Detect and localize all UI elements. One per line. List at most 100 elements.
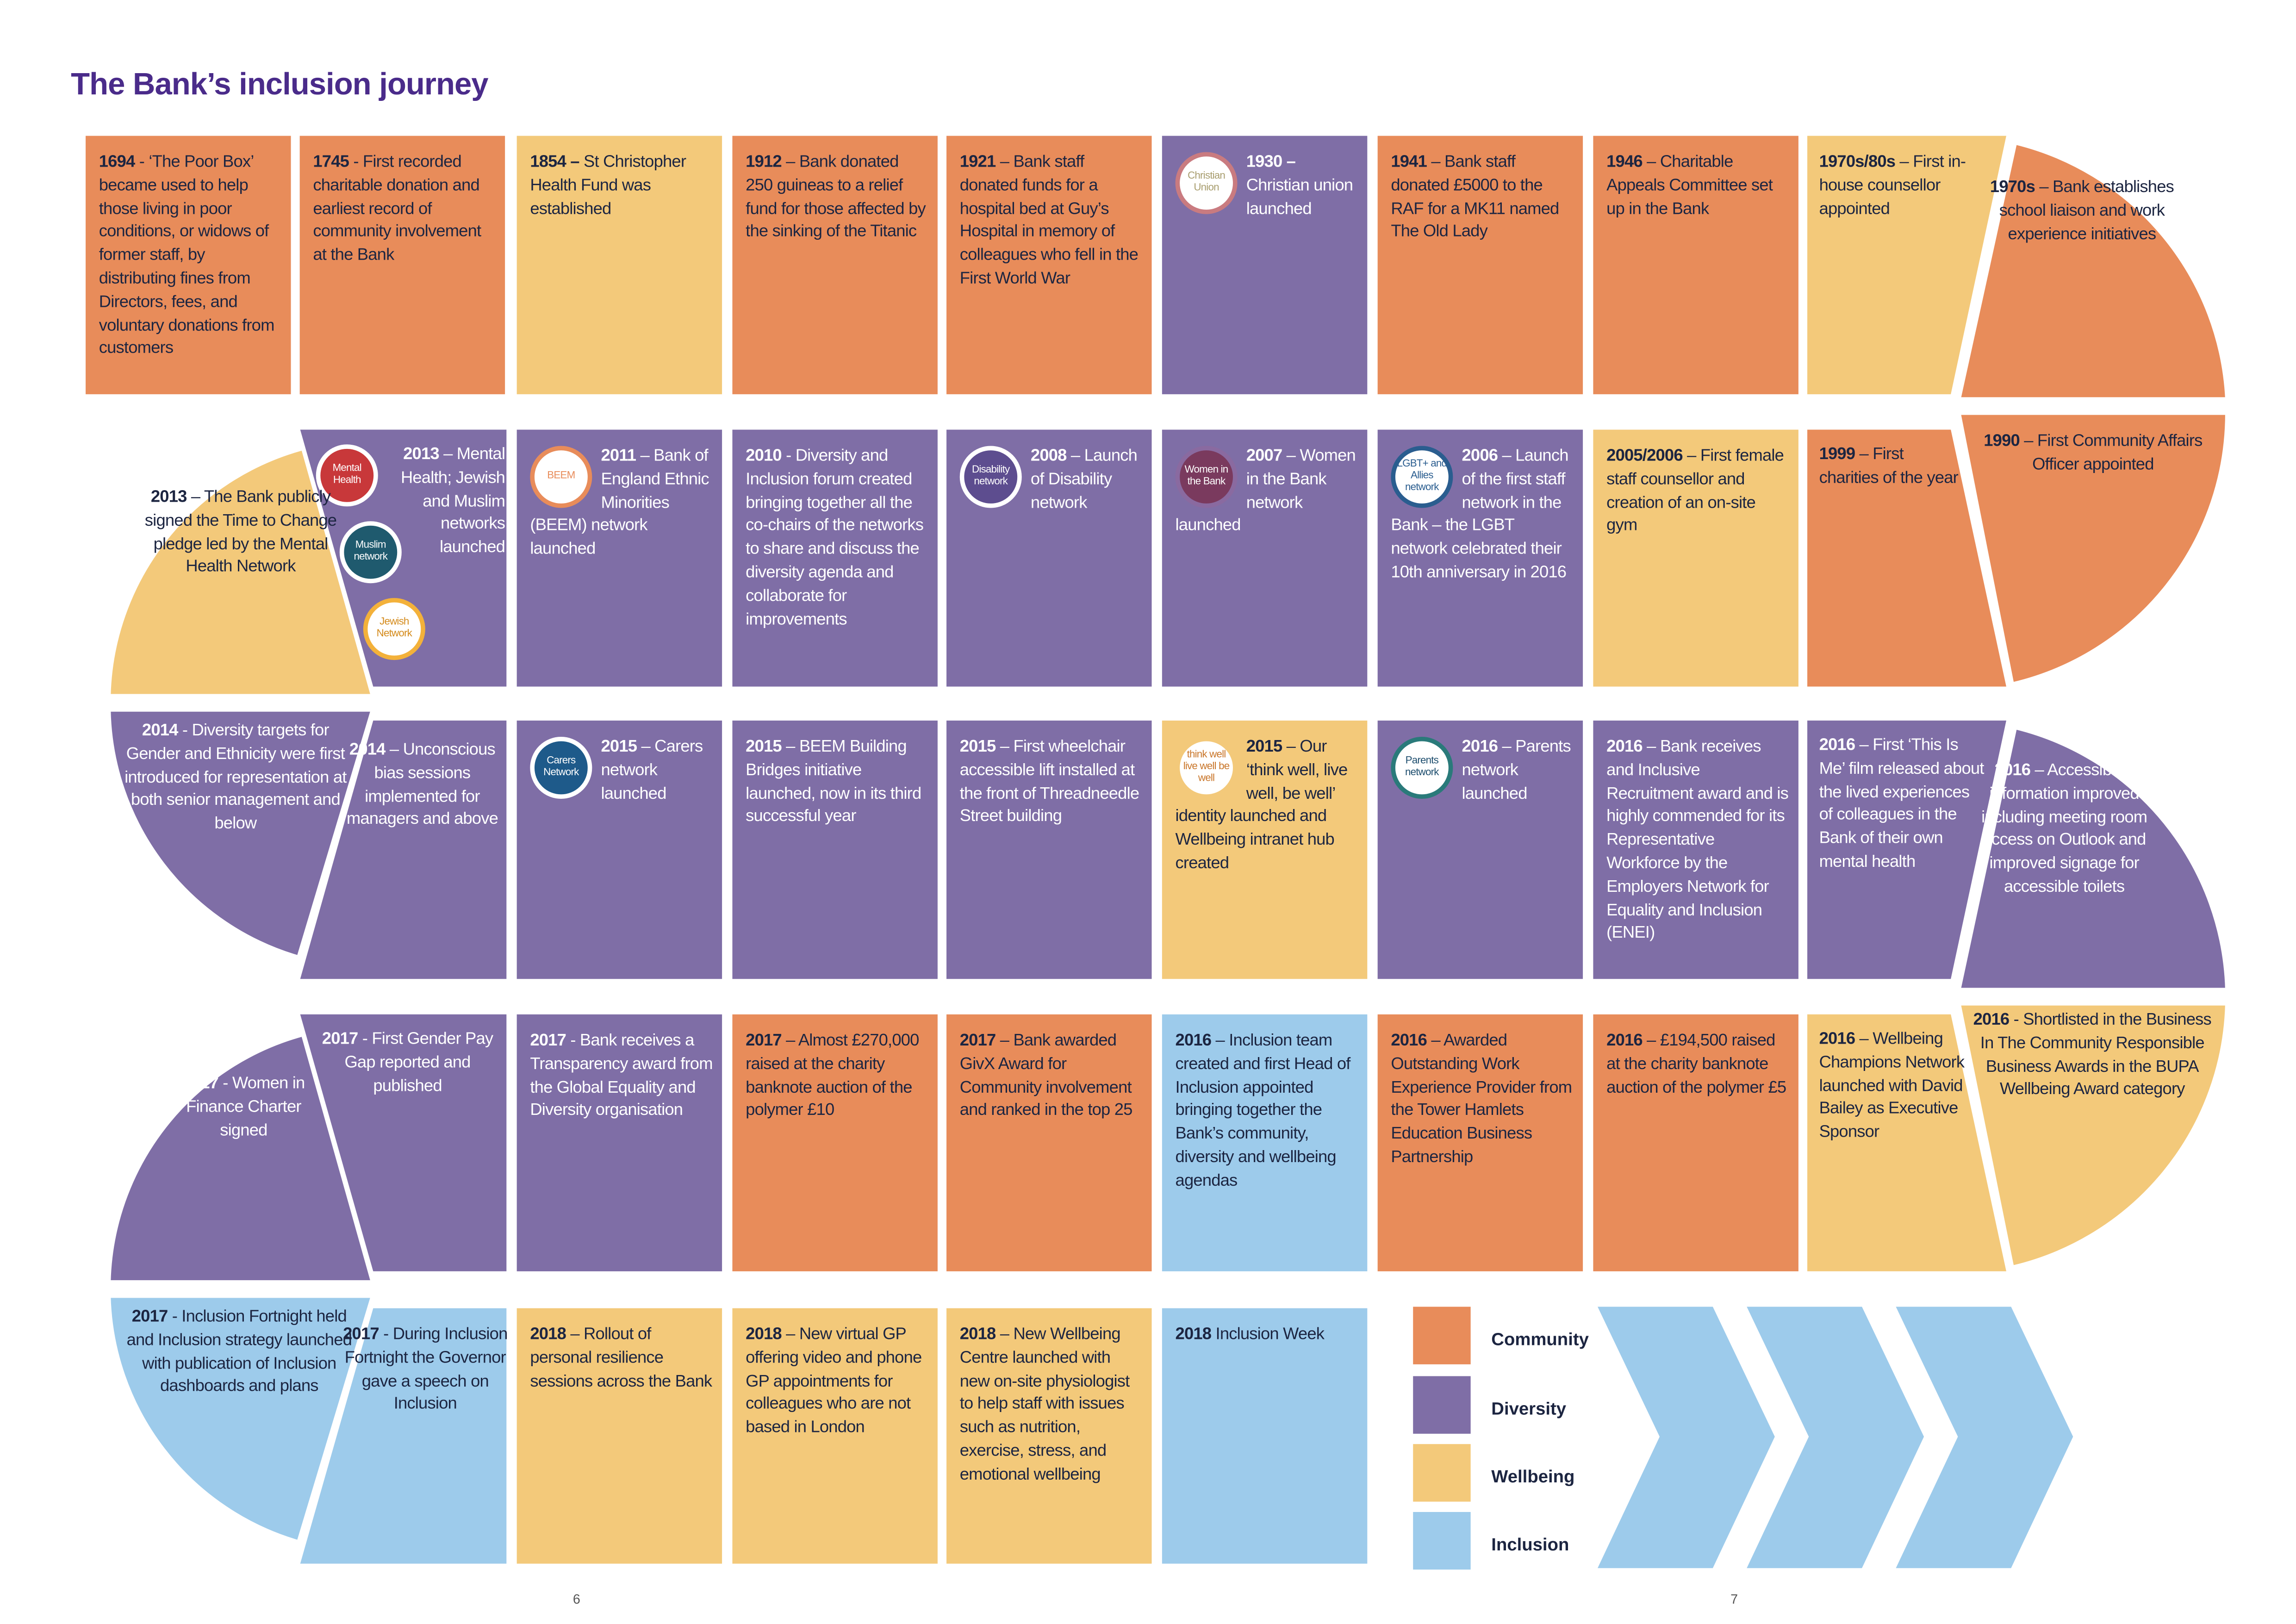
timeline-card: 2014 - Diversity targets for Gender and … (121, 721, 350, 837)
card-year: 1990 (1984, 432, 2020, 451)
card-year: 1970s (1990, 179, 2035, 197)
card-year: 2017 (530, 1032, 566, 1050)
card-shape-community (297, 133, 508, 398)
card-year: 2018 (530, 1325, 566, 1344)
card-year: 1912 (746, 153, 782, 172)
card-year: 1999 (1819, 446, 1855, 464)
card-shape-inclusion (296, 1305, 510, 1567)
network-logo-icon: Carers Network (530, 737, 592, 799)
card-shape-diversity (1957, 726, 2228, 991)
network-logo-icon: BEEM (530, 446, 592, 508)
timeline-card: 1970s – Bank establishes school liaison … (1986, 177, 2178, 247)
card-year: 2017 (959, 1032, 996, 1050)
card-description: – Bank awarded GivX Award for Community … (959, 1032, 1133, 1120)
chevron-arrow-icon (1747, 1307, 1924, 1568)
card-description: - First recorded charitable donation and… (313, 153, 481, 265)
timeline-card: 2017 – Almost £270,000 raised at the cha… (746, 1031, 929, 1124)
timeline-card: think well live well be well 2015 – Our ‘… (1175, 737, 1359, 877)
card-year: 2015 (1246, 738, 1282, 756)
network-logo-icon: Disability network (959, 446, 1022, 508)
network-logo-icon: Parents network (1391, 737, 1453, 799)
card-description: – First female staff counsellor and crea… (1606, 447, 1784, 535)
card-year: 2017 (182, 1075, 218, 1093)
card-description: – Awarded Outstanding Work Experience Pr… (1391, 1032, 1572, 1167)
card-description: - First Gender Pay Gap reported and publ… (344, 1030, 493, 1095)
card-description: – Wellbeing Champions Network launched w… (1819, 1030, 1965, 1142)
network-logo-icon: LGBT+ and Allies network (1391, 446, 1453, 508)
timeline-card: 2018 – New virtual GP offering video and… (746, 1325, 929, 1441)
card-year: 2016 (1462, 738, 1498, 756)
card-year: 2005/2006 (1606, 447, 1683, 465)
card-shape-wellbeing (943, 1305, 1155, 1567)
card-year: 2016 (1175, 1032, 1212, 1050)
card-description: – First Community Affairs Officer appoin… (2019, 432, 2203, 474)
card-year: 2018 (959, 1325, 996, 1344)
card-description: – Almost £270,000 raised at the charity … (746, 1032, 919, 1120)
card-shape-community (1804, 427, 2010, 690)
timeline-card: Christian Union 1930 – Christian union la… (1175, 152, 1359, 222)
timeline-card: Women in the Bank 2007 – Women in the Ban… (1175, 446, 1359, 540)
card-year: 2014 (349, 741, 386, 759)
card-shape-diversity (1590, 717, 1802, 982)
card-year: 2013 (403, 446, 439, 464)
legend-swatch (1413, 1512, 1471, 1570)
card-year: 2016 (1994, 762, 2031, 780)
timeline-card: 2014 – Unconscious bias sessions impleme… (336, 740, 508, 833)
card-description: – Mental Health; Jewish and Muslim netwo… (400, 446, 505, 557)
card-year: 1930 – (1246, 153, 1296, 172)
timeline-card: 2017 – Bank awarded GivX Award for Commu… (960, 1031, 1143, 1124)
card-shape-diversity (296, 1011, 510, 1275)
timeline-card: 1990 – First Community Affairs Officer a… (1971, 431, 2215, 478)
card-description: – Charitable Appeals Committee set up in… (1606, 153, 1773, 218)
timeline-card: 2017 - First Gender Pay Gap reported and… (313, 1029, 502, 1099)
timeline-card: 2016 – Wellbeing Champions Network launc… (1819, 1029, 1974, 1146)
timeline-card: 1946 – Charitable Appeals Committee set … (1606, 152, 1790, 222)
timeline-card: 2018 – New Wellbeing Centre launched wit… (960, 1325, 1143, 1488)
card-year: 2006 (1462, 447, 1498, 465)
card-description: – First wheelchair accessible lift insta… (959, 738, 1139, 826)
card-description: – Bank establishes school liaison and wo… (1999, 179, 2174, 243)
card-shape-diversity (107, 709, 374, 959)
card-description: – First ‘This Is Me’ film released about… (1819, 737, 1985, 871)
card-year: 2010 (746, 447, 782, 465)
card-description: - ‘The Poor Box’ became used to help tho… (99, 153, 275, 358)
page-number-right: 7 (1730, 1592, 1738, 1607)
card-shape-wellbeing (107, 447, 374, 697)
timeline-card: 1694 - ‘The Poor Box’ became used to hel… (99, 152, 282, 362)
timeline-card: 2016 – First ‘This Is Me’ film released … (1819, 735, 1985, 875)
card-year: 2013 (150, 489, 187, 507)
timeline-card: 2016 - Shortlisted in the Business In Th… (1967, 1010, 2218, 1103)
network-logo-icon: Mental Health (316, 444, 378, 507)
timeline-card: BEEM 2011 – Bank of England Ethnic Minori… (530, 446, 713, 563)
card-year: 1970s/80s (1819, 153, 1896, 172)
timeline-card: 2015 – First wheelchair accessible lift … (960, 737, 1143, 830)
card-description: - Diversity and Inclusion forum created … (746, 447, 924, 628)
timeline-card: 2018 Inclusion Week (1176, 1325, 1359, 1348)
network-logo-icon: Christian Union (1175, 152, 1238, 214)
card-description: – First charities of the year (1819, 446, 1959, 487)
card-shape-diversity (107, 1033, 374, 1283)
card-shape-community (943, 1011, 1155, 1275)
timeline-card: 2016 – Bank receives and Inclusive Recru… (1606, 737, 1790, 947)
card-description: – Rollout of personal resilience session… (530, 1325, 712, 1391)
card-shape-inclusion (1159, 1011, 1370, 1275)
card-description: – Accessibility information improved inc… (1981, 762, 2147, 896)
legend-label: Wellbeing (1491, 1466, 1575, 1487)
card-shape-wellbeing (1804, 133, 2010, 398)
card-shape-diversity (729, 717, 941, 982)
card-description: – Launch of the first staff network in t… (1391, 447, 1568, 582)
card-year: 2017 (343, 1325, 379, 1344)
card-shape-inclusion (107, 1294, 374, 1543)
card-description: St Christopher Health Fund was establish… (530, 153, 686, 218)
card-description: - Women in Finance Charter signed (186, 1075, 305, 1139)
card-shape-community (1590, 133, 1802, 398)
card-description: – Carers network launched (601, 738, 703, 803)
card-year: 1745 (313, 153, 349, 172)
timeline-card: 1745 - First recorded charitable donatio… (313, 152, 496, 269)
card-shape-wellbeing (514, 1305, 725, 1567)
card-shape-wellbeing (514, 133, 725, 398)
card-year: 2018 (1175, 1325, 1212, 1344)
timeline-card: LGBT+ and Allies network 2006 – Launch of… (1391, 446, 1574, 586)
card-shape-community (1375, 133, 1586, 398)
